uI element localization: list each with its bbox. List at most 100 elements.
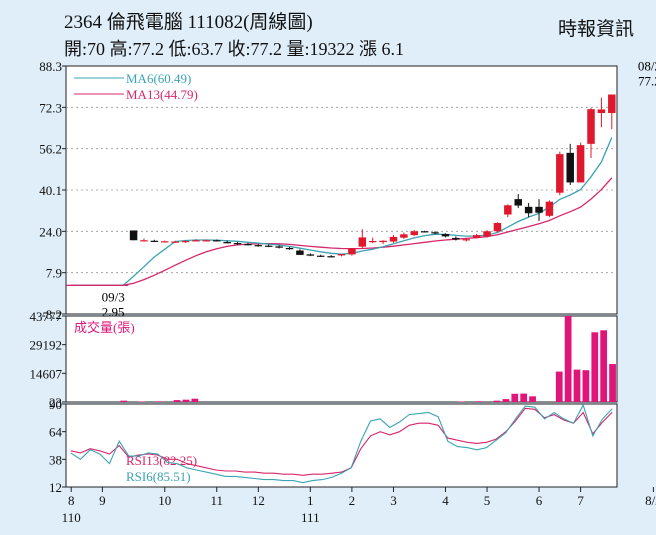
candle: [452, 237, 460, 240]
candle: [306, 254, 315, 256]
x-tick-label: 4: [442, 493, 449, 508]
price-tick-label: 7.9: [46, 266, 62, 281]
x-tick-label: 2: [349, 493, 356, 508]
volume-bar: [493, 400, 501, 402]
x-tick-label: 12: [252, 493, 265, 508]
candle: [285, 247, 294, 250]
volume-bar: [564, 316, 572, 402]
price-annotation: 09/3: [102, 289, 125, 304]
candle: [597, 109, 606, 114]
candle: [264, 245, 273, 247]
candle: [150, 240, 159, 242]
price-tick-label: 88.3: [39, 59, 62, 74]
candle: [202, 240, 211, 242]
candle: [140, 240, 148, 242]
candle: [576, 145, 585, 183]
candle: [504, 205, 512, 215]
x-tick-label: 8: [68, 493, 75, 508]
candle: [400, 234, 408, 238]
volume-bar: [591, 332, 599, 402]
candle: [379, 240, 387, 243]
rsi13-legend-label: RSI13(82.25): [126, 453, 197, 468]
price-annotation: 77.2: [638, 74, 656, 89]
x-tick-label: 5: [484, 493, 491, 508]
candle: [441, 234, 450, 237]
volume-bar: [173, 400, 181, 402]
rsi-tick-label: 90: [49, 397, 62, 412]
candle: [337, 254, 346, 256]
ma13-line: [71, 177, 613, 286]
price-annotation: 08/2: [638, 59, 656, 74]
candle: [483, 231, 491, 237]
ma6-legend-label: MA6(60.49): [126, 71, 191, 86]
candle: [254, 245, 263, 247]
price-annotation: 2.95: [102, 304, 125, 319]
candle: [493, 223, 502, 232]
volume-bar: [573, 369, 581, 402]
chart-title: 2364 倫飛電腦 111082(周線圖): [64, 12, 313, 33]
candle: [275, 246, 283, 248]
x-tick-label: 7: [577, 493, 584, 508]
candle: [535, 206, 543, 213]
price-tick-label: 24.0: [39, 224, 62, 239]
price-tick-label: 72.3: [39, 100, 62, 115]
volume-bar: [520, 393, 528, 402]
candle: [472, 235, 481, 238]
candle: [171, 241, 179, 243]
candle: [348, 248, 356, 255]
candle: [545, 201, 554, 216]
candle: [181, 241, 190, 243]
candle: [514, 199, 522, 206]
rsi6-legend-label: RSI6(85.51): [126, 469, 191, 484]
volume-bar: [529, 396, 536, 402]
candle: [431, 232, 439, 234]
ma13-legend-label: MA13(44.79): [126, 87, 198, 102]
x-tick-label: 9: [99, 493, 106, 508]
candle: [161, 241, 169, 243]
volume-bar: [582, 370, 590, 402]
candle: [244, 244, 252, 246]
candle: [233, 243, 242, 245]
candle: [587, 109, 595, 144]
volume-bar: [511, 393, 519, 402]
volume-bar: [609, 364, 616, 402]
candle: [223, 242, 231, 244]
candle: [368, 241, 377, 243]
candle: [358, 237, 367, 247]
volume-bar: [600, 330, 608, 402]
volume-tick-label: 43777: [30, 309, 63, 324]
candle: [556, 154, 564, 193]
volume-bar: [182, 399, 190, 402]
candle: [566, 152, 574, 183]
candle: [213, 240, 221, 242]
volume-tick-label: 29192: [30, 338, 63, 353]
candle: [296, 250, 304, 255]
candle: [389, 236, 398, 242]
rsi6-line: [70, 403, 613, 484]
price-stats: 開:70 高:77.2 低:63.7 收:77.2 量:19322 漲 6.1: [64, 39, 405, 59]
x-tick-label: 3: [390, 493, 397, 508]
x-tick-label: 8/2: [645, 493, 656, 508]
price-tick-label: 56.2: [39, 142, 62, 157]
x-tick-label: 1: [307, 493, 314, 508]
candle: [129, 230, 138, 241]
x-tick-label: 10: [158, 493, 171, 508]
candle: [462, 239, 470, 241]
candle: [608, 94, 616, 114]
volume-bar: [155, 401, 163, 402]
source-label: 時報資訊: [557, 19, 634, 40]
rsi-tick-label: 38: [49, 452, 62, 467]
volume-tick-label: 23: [49, 395, 62, 410]
volume-panel: [65, 315, 618, 403]
rsi-tick-label: 64: [49, 425, 63, 440]
candle: [192, 240, 200, 242]
volume-bar: [502, 399, 510, 402]
volume-bar: [555, 371, 563, 402]
volume-tick-label: 14607: [30, 366, 63, 381]
candle: [524, 206, 533, 214]
price-tick-label: 40.1: [39, 183, 62, 198]
volume-title: 成交量(張): [74, 320, 135, 335]
x-tick-label: 6: [536, 493, 543, 508]
volume-bar: [191, 398, 199, 402]
